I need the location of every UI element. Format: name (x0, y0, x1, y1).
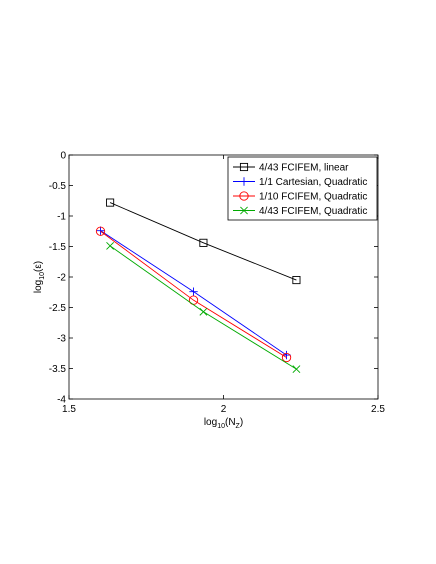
x-marker (199, 307, 208, 316)
y-axis-label-arg: (ε) (33, 261, 44, 272)
x-axis-label-arg: (N (225, 417, 236, 428)
square-marker (239, 162, 249, 172)
series-2 (96, 226, 291, 360)
y-tick-label: -3.5 (49, 364, 67, 375)
plus-marker (239, 177, 249, 186)
series-1 (106, 198, 301, 285)
x-tick-label: 1.5 (62, 404, 76, 415)
legend-entry: 4/43 FCIFEM, Quadratic (233, 206, 367, 217)
circle-marker (281, 352, 292, 363)
y-tick-label: -3 (57, 334, 66, 345)
x-axis-label-sub: 10 (217, 423, 225, 430)
x-axis-label-log: log (204, 417, 217, 428)
x-tick-label: 2 (221, 404, 227, 415)
x-marker (240, 206, 248, 215)
x-axis-label: log10(NZ) (204, 417, 243, 430)
legend-entry: 4/43 FCIFEM, linear (233, 163, 349, 174)
y-axis-label: log10(ε) (33, 261, 46, 293)
x-marker (106, 241, 115, 250)
legend-box (227, 156, 378, 221)
square-marker (292, 276, 301, 285)
y-tick-label: -1.5 (49, 242, 67, 253)
y-tick-label: -2.5 (49, 303, 67, 314)
legend-label: 1/10 FCIFEM, Quadratic (259, 192, 367, 203)
series-4 (106, 241, 301, 374)
legend-label: 4/43 FCIFEM, Quadratic (259, 206, 367, 217)
legend: 4/43 FCIFEM, linear 1/1 Cartesian, Quadra… (227, 156, 378, 221)
square-marker (106, 198, 115, 207)
plus-marker (96, 226, 105, 235)
y-tick-label: -4 (57, 395, 66, 406)
series-line (109, 202, 297, 281)
legend-label: 1/1 Cartesian, Quadratic (259, 177, 367, 188)
square-marker (199, 238, 208, 247)
plus-marker (282, 350, 291, 360)
series-group (95, 198, 301, 374)
legend-entry: 1/1 Cartesian, Quadratic (233, 177, 367, 188)
y-tick-label: -0.5 (49, 181, 67, 192)
plus-marker (189, 287, 198, 296)
circle-marker (239, 191, 249, 201)
x-axis-label-close: ) (240, 417, 243, 428)
x-axis-label-arg-sub: Z (236, 423, 241, 430)
y-axis-label-sub: 10 (39, 272, 46, 280)
y-tick-label: -2 (57, 273, 66, 284)
series-line (109, 245, 297, 370)
x-marker (292, 365, 301, 374)
y-axis-label-log: log (33, 280, 44, 293)
y-tick-label: 0 (60, 151, 66, 162)
y-tick-label: -1 (57, 212, 66, 223)
circle-marker (95, 226, 106, 236)
series-line (100, 230, 287, 358)
x-tick-label: 2.5 (371, 404, 385, 415)
legend-label: 4/43 FCIFEM, linear (259, 163, 349, 174)
legend-entry: 1/10 FCIFEM, Quadratic (233, 191, 367, 203)
